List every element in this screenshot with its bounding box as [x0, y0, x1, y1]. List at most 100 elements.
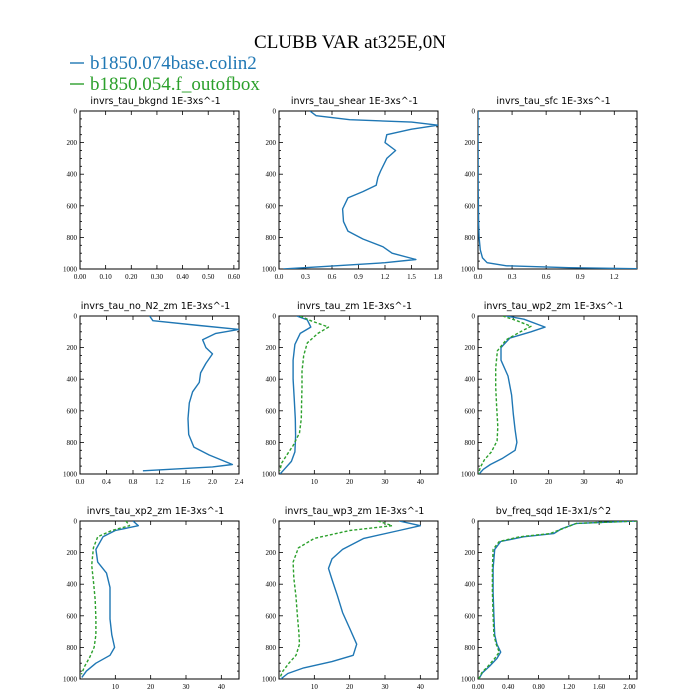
y-tick-label: 800: [465, 644, 476, 652]
x-tick-label: 20: [346, 478, 354, 486]
x-tick-label: 40: [417, 683, 425, 691]
panel-title: invrs_tau_bkgnd 1E-3xs^-1: [90, 96, 220, 107]
plot-frame: [79, 110, 240, 270]
x-tick-label: 1.60: [593, 683, 606, 691]
y-tick-label: 1000: [461, 266, 476, 274]
x-tick-label: 0.3: [508, 273, 517, 281]
plot-frame: [79, 520, 240, 680]
series-line-1: [283, 111, 438, 269]
panel-title: invrs_tau_zm 1E-3xs^-1: [297, 301, 412, 312]
x-tick-label: 0.40: [502, 683, 515, 691]
figure-title: CLUBB VAR at325E,0N: [254, 32, 446, 53]
y-tick-label: 600: [266, 407, 277, 415]
y-tick-label: 800: [266, 644, 277, 652]
y-tick-label: 1000: [262, 471, 277, 479]
y-tick-label: 400: [465, 376, 476, 384]
panel-title: bv_freq_sqd 1E-3x1/s^2: [496, 506, 611, 517]
plot-frame: [477, 110, 638, 270]
y-tick-label: 400: [266, 171, 277, 179]
y-tick-label: 600: [465, 407, 476, 415]
y-tick-label: 0: [74, 518, 78, 526]
panel-4: invrs_tau_no_N2_zm 1E-3xs^-10 200 400 600 80…: [63, 301, 244, 486]
panels: invrs_tau_bkgnd 1E-3xs^-1020040060080010…: [63, 96, 638, 691]
panel-title: invrs_tau_shear 1E-3xs^-1: [291, 96, 418, 107]
y-tick-label: 400: [67, 376, 78, 384]
legend: b1850.074base.colin2 b1850.054.f_outofbo…: [70, 53, 260, 95]
y-tick-label: 600: [67, 202, 78, 210]
y-tick-label: 400: [67, 581, 78, 589]
series-line-1: [478, 521, 637, 679]
panel-title: invrs_tau_sfc 1E-3xs^-1: [496, 96, 610, 107]
series-line-2: [80, 521, 131, 675]
x-tick-label: 1.20: [563, 683, 576, 691]
x-tick-label: 0.6: [328, 273, 337, 281]
plot-frame: [278, 110, 439, 270]
y-tick-label: 800: [465, 439, 476, 447]
y-tick-label: 600: [67, 407, 78, 415]
panel-2: invrs_tau_shear 1E-3xs^-1 0 200 400 600 800 10…: [262, 96, 443, 281]
x-tick-label: 40: [218, 683, 226, 691]
y-tick-label: 0: [74, 108, 78, 116]
y-tick-label: 400: [67, 171, 78, 179]
y-tick-label: 800: [67, 234, 78, 242]
x-tick-label: 2.4: [235, 478, 244, 486]
y-tick-label: 600: [465, 202, 476, 210]
y-tick-label: 800: [266, 439, 277, 447]
x-tick-label: 10: [311, 683, 319, 691]
series-line-1: [280, 521, 421, 679]
x-tick-label: 20: [545, 478, 553, 486]
x-tick-label: 1.6: [182, 478, 191, 486]
panel-title: invrs_tau_xp2_zm 1E-3xs^-1: [87, 506, 224, 517]
x-tick-label: 0.40: [176, 273, 189, 281]
plot-frame: [278, 315, 439, 475]
y-tick-label: 0: [472, 518, 476, 526]
plot-frame: [477, 520, 638, 680]
panel-3: invrs_tau_sfc 1E-3xs^-1 0 200 400 600 800 1000…: [461, 96, 638, 281]
plot-frame: [477, 315, 638, 475]
x-tick-label: 30: [382, 478, 390, 486]
x-tick-label: 0.9: [576, 273, 585, 281]
series-line-1: [81, 521, 139, 678]
series-line-2: [279, 521, 393, 678]
x-tick-label: 0.0: [76, 478, 85, 486]
series-line-1: [478, 316, 546, 474]
y-tick-label: 0: [273, 108, 277, 116]
y-tick-label: 200: [67, 344, 78, 352]
y-tick-label: 600: [67, 612, 78, 620]
legend-label-2: b1850.054.f_outofbox: [90, 74, 260, 95]
y-tick-label: 1000: [63, 266, 78, 274]
y-tick-label: 600: [266, 612, 277, 620]
x-tick-label: 0.3: [301, 273, 310, 281]
y-tick-label: 1000: [461, 676, 476, 684]
y-tick-label: 200: [465, 344, 476, 352]
legend-label-1: b1850.074base.colin2: [90, 53, 257, 74]
x-tick-label: 0.8: [129, 478, 138, 486]
x-tick-label: 0.50: [202, 273, 215, 281]
x-tick-label: 10: [112, 683, 120, 691]
y-tick-label: 800: [67, 439, 78, 447]
y-tick-label: 1000: [63, 676, 78, 684]
y-tick-label: 200: [465, 549, 476, 557]
y-tick-label: 800: [465, 234, 476, 242]
x-tick-label: 30: [581, 478, 589, 486]
x-tick-label: 1.2: [381, 273, 390, 281]
panel-1: invrs_tau_bkgnd 1E-3xs^-1 0 200 400 600 800 10…: [63, 96, 240, 281]
x-tick-label: 0.80: [532, 683, 545, 691]
x-tick-label: 0.6: [542, 273, 551, 281]
panel-7: invrs_tau_xp2_zm 1E-3xs^-1 0 200 400 600 800 1…: [63, 506, 240, 691]
x-tick-label: 0.20: [125, 273, 138, 281]
x-tick-label: 10: [510, 478, 518, 486]
y-tick-label: 400: [266, 581, 277, 589]
x-tick-label: 2.0: [208, 478, 217, 486]
y-tick-label: 400: [465, 581, 476, 589]
x-tick-label: 0.00: [74, 273, 87, 281]
x-tick-label: 10: [311, 478, 319, 486]
x-tick-label: 2.00: [623, 683, 636, 691]
x-tick-label: 20: [346, 683, 354, 691]
panel-title: invrs_tau_no_N2_zm 1E-3xs^-1: [81, 301, 230, 312]
x-tick-label: 0.0: [275, 273, 284, 281]
y-tick-label: 1000: [262, 266, 277, 274]
panel-title: invrs_tau_wp2_zm 1E-3xs^-1: [484, 301, 624, 312]
x-tick-label: 20: [147, 683, 155, 691]
